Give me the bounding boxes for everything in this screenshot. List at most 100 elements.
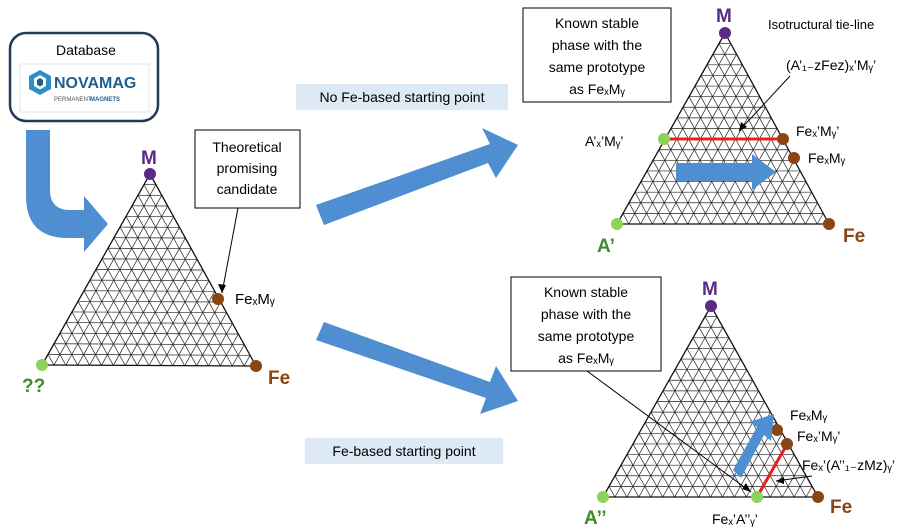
grid-line — [65, 195, 163, 366]
grid-line — [706, 64, 794, 225]
vertex-a-double-prime-br — [597, 491, 609, 503]
grid-line — [65, 322, 233, 324]
grid-line — [125, 216, 209, 366]
grid-line — [149, 173, 257, 367]
candidate-point-tr — [788, 152, 800, 164]
grid-line — [53, 184, 157, 366]
vertex-m-left — [144, 168, 156, 180]
grid-line — [148, 269, 204, 366]
grid-line — [694, 85, 771, 225]
right-end-point-tr — [777, 133, 789, 145]
pointer-tip-icon — [739, 122, 747, 131]
grid-line — [83, 290, 215, 292]
left-callout-line: Theoretical — [212, 139, 281, 155]
grid-line — [616, 32, 726, 225]
tie-line-br — [756, 445, 788, 496]
grid-line — [658, 149, 700, 225]
arrow-up-right-icon — [316, 128, 518, 225]
br-tie-line-formula: Feₓ’(A’’₁₋zMz)ᵧ’ — [802, 457, 895, 473]
ternary-grid — [41, 173, 257, 367]
route-top-label-bg — [296, 84, 508, 110]
grid-line — [781, 464, 801, 498]
grid-line — [614, 316, 718, 498]
grid-line — [656, 401, 711, 498]
left-right-label: Fe — [268, 368, 290, 389]
grid-line — [668, 380, 735, 498]
grid-line — [686, 348, 771, 498]
grid-line — [628, 43, 732, 225]
tr-callout-line: same prototype — [549, 59, 646, 75]
br-left-label: A’’ — [584, 508, 607, 529]
grid-line — [793, 191, 812, 225]
grid-line — [172, 291, 216, 366]
grid-line — [663, 75, 749, 225]
grid-line — [646, 170, 677, 225]
vertex-fe-tr — [823, 218, 835, 230]
logo-name: NOVAMAG — [54, 75, 136, 92]
grid-line — [47, 354, 55, 366]
grid-line — [608, 486, 616, 498]
tr-candidate-label: FeₓMᵧ — [808, 150, 846, 166]
left-end-point-tr — [658, 133, 670, 145]
tr-right-label: Fe — [843, 226, 865, 247]
grid-line — [626, 327, 724, 498]
grid-line — [680, 358, 759, 498]
grid-line — [632, 443, 664, 498]
grid-line — [692, 337, 783, 498]
grid-line — [41, 364, 257, 367]
br-lower-end-label: Feₓ’A’’ᵧ’ — [712, 511, 758, 527]
curved-arrow-icon — [26, 130, 108, 252]
br-callout-line: Known stable — [544, 284, 628, 300]
grid-line — [95, 269, 150, 366]
route-top-label: No Fe-based starting point — [320, 89, 485, 105]
grid-line — [95, 269, 204, 271]
br-callout-line: as FeₓMᵧ — [558, 350, 614, 366]
left-callout-line: candidate — [217, 181, 278, 197]
tr-left-end-label: A’ₓ’Mᵧ’ — [585, 133, 623, 149]
br-callout-line: same prototype — [538, 328, 635, 344]
pointer-tip-icon — [776, 477, 784, 484]
br-callout-pointer — [586, 370, 752, 493]
route-bottom-label: Fe-based starting point — [332, 443, 475, 459]
left-callout-pointer — [221, 207, 239, 294]
left-top-label: M — [141, 148, 157, 169]
grid-line — [602, 305, 712, 498]
vertex-unknown-left — [36, 359, 48, 371]
candidate-point-left — [212, 293, 224, 305]
grid-line — [41, 173, 151, 366]
br-upper-end-label: Feₓ’Mᵧ’ — [797, 428, 840, 444]
tr-callout-line: Known stable — [555, 15, 639, 31]
grid-line — [638, 337, 730, 498]
grid-line — [746, 149, 789, 225]
grid-line — [816, 213, 824, 225]
grid-line — [644, 422, 687, 498]
logo-subtitle-b: MAGNETS — [90, 97, 120, 103]
logo-subtitle-a: PERMANENT — [54, 97, 92, 103]
grid-line — [47, 354, 251, 356]
grid-line — [622, 213, 630, 225]
grid-line — [805, 486, 813, 498]
left-left-label: ?? — [22, 376, 45, 397]
left-candidate-label: FeₓMᵧ — [235, 291, 275, 308]
arrow-down-right-icon — [316, 322, 518, 414]
grid-line — [704, 316, 807, 498]
grid-line — [662, 358, 742, 498]
grid-line — [77, 205, 168, 366]
candidate-point-br — [771, 424, 783, 436]
grid-line — [89, 216, 174, 366]
lower-end-point-br — [751, 491, 763, 503]
grid-line — [59, 332, 239, 335]
grid-line — [124, 248, 192, 366]
database-box: Database NOVAMAG PERMANENT MAGNETS — [8, 31, 160, 123]
grid-line — [698, 327, 795, 498]
grid-line — [634, 191, 653, 225]
tr-callout-box — [522, 7, 672, 103]
left-callout-line: promising — [217, 160, 278, 176]
grid-line — [143, 184, 245, 367]
grid-line — [620, 464, 640, 498]
grid-line — [700, 75, 783, 225]
route-bottom-label-bg — [305, 438, 503, 464]
br-callout-line: phase with the — [541, 306, 631, 322]
vertex-fe-left — [250, 360, 262, 372]
pointer-tip-icon — [742, 483, 751, 492]
